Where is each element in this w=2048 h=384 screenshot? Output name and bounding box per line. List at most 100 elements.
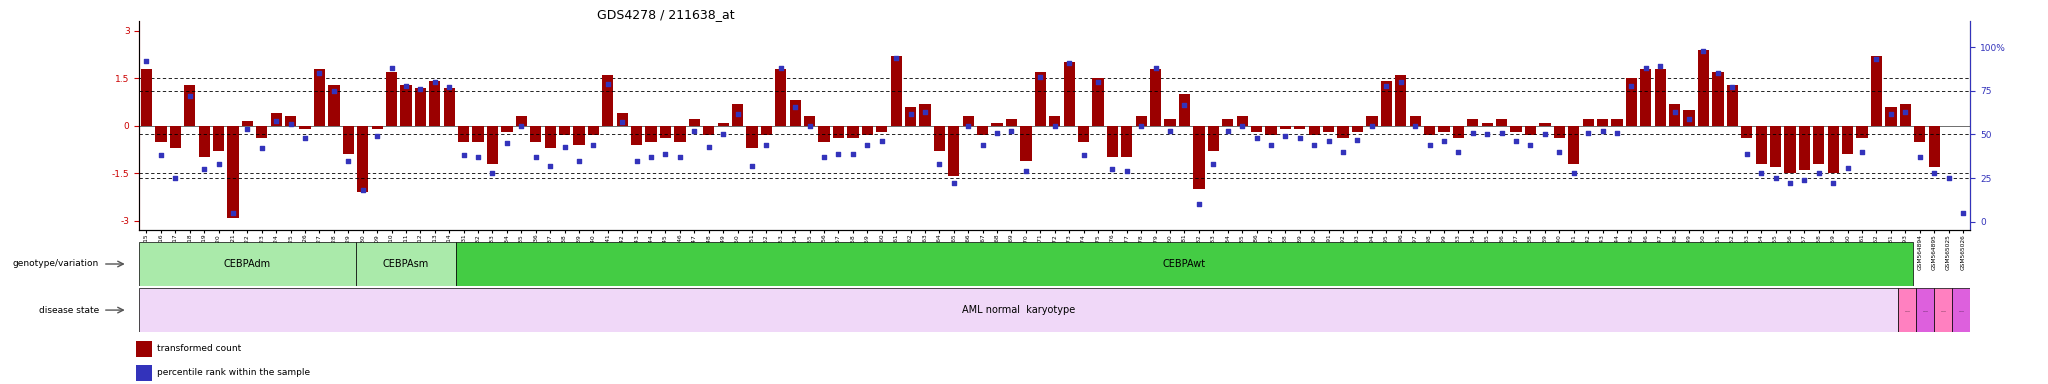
Point: [1917, 170, 1950, 176]
Point: [1585, 128, 1618, 134]
Bar: [1423, 126, 1436, 135]
Point: [721, 111, 754, 117]
Point: [535, 163, 567, 169]
Bar: [342, 126, 354, 154]
Point: [389, 83, 422, 89]
Bar: [862, 126, 872, 135]
Point: [1210, 128, 1243, 134]
Text: genotype/variation: genotype/variation: [12, 260, 98, 268]
Bar: [1712, 72, 1724, 126]
Point: [1556, 170, 1589, 176]
Point: [778, 104, 811, 110]
Bar: [356, 126, 369, 192]
Bar: [688, 119, 700, 126]
Text: transformed count: transformed count: [158, 344, 242, 353]
Bar: [444, 88, 455, 126]
Bar: [430, 81, 440, 126]
Bar: [1466, 119, 1479, 126]
Point: [1010, 168, 1042, 174]
Bar: [1409, 116, 1421, 126]
Point: [1167, 102, 1200, 108]
Bar: [905, 107, 915, 126]
Point: [592, 81, 625, 87]
Point: [764, 65, 797, 71]
Bar: [717, 122, 729, 126]
Point: [1313, 138, 1346, 144]
Point: [807, 154, 840, 160]
Bar: [1540, 122, 1550, 126]
Bar: [645, 126, 657, 142]
Bar: [1726, 84, 1739, 126]
Point: [635, 154, 668, 160]
Point: [303, 70, 336, 76]
Bar: [559, 126, 569, 135]
Point: [1442, 149, 1475, 155]
Point: [332, 157, 365, 164]
Point: [231, 126, 264, 132]
Point: [1053, 60, 1085, 66]
Point: [1456, 130, 1489, 136]
Bar: [1323, 126, 1333, 132]
Bar: [270, 113, 283, 126]
Bar: [1251, 126, 1262, 132]
Point: [506, 123, 539, 129]
Bar: [1006, 119, 1018, 126]
Point: [403, 86, 436, 92]
Bar: [1151, 69, 1161, 126]
Bar: [1915, 126, 1925, 142]
Point: [881, 55, 913, 61]
Point: [1413, 142, 1446, 148]
Bar: [1612, 119, 1622, 126]
Bar: [602, 75, 614, 126]
Bar: [805, 116, 815, 126]
Point: [446, 152, 479, 159]
Point: [1659, 109, 1692, 115]
Bar: [1438, 126, 1450, 132]
Bar: [1237, 116, 1247, 126]
Bar: [631, 126, 643, 145]
Bar: [1135, 116, 1147, 126]
Bar: [545, 126, 555, 148]
Point: [131, 58, 164, 64]
Point: [1745, 170, 1778, 176]
Point: [707, 131, 739, 137]
Point: [1774, 180, 1806, 186]
Bar: [457, 242, 1913, 286]
Point: [246, 146, 279, 152]
Bar: [920, 104, 930, 126]
Bar: [416, 88, 426, 126]
Bar: [1165, 119, 1176, 126]
Bar: [1511, 126, 1522, 132]
Bar: [1901, 104, 1911, 126]
Bar: [1020, 126, 1032, 161]
Bar: [139, 242, 356, 286]
Bar: [573, 126, 584, 145]
Point: [563, 157, 596, 164]
Bar: [1180, 94, 1190, 126]
Bar: [1554, 126, 1565, 139]
Bar: [1223, 119, 1233, 126]
Bar: [1698, 50, 1710, 126]
Bar: [530, 126, 541, 142]
Point: [492, 140, 524, 146]
Bar: [1063, 62, 1075, 126]
Bar: [1120, 126, 1133, 157]
Bar: [1640, 69, 1651, 126]
Bar: [170, 126, 180, 148]
Bar: [1208, 126, 1219, 151]
Point: [289, 135, 322, 141]
Point: [1485, 130, 1518, 136]
Bar: [1194, 126, 1204, 189]
Point: [1888, 109, 1921, 115]
Point: [1542, 149, 1575, 155]
Point: [520, 154, 553, 160]
Text: CEBPAsm: CEBPAsm: [383, 259, 430, 269]
Point: [1702, 70, 1735, 76]
Point: [1356, 123, 1389, 129]
Bar: [1266, 126, 1276, 135]
Bar: [791, 100, 801, 126]
Point: [160, 175, 193, 181]
Point: [1630, 65, 1663, 71]
Point: [1602, 130, 1634, 136]
Point: [938, 180, 971, 186]
